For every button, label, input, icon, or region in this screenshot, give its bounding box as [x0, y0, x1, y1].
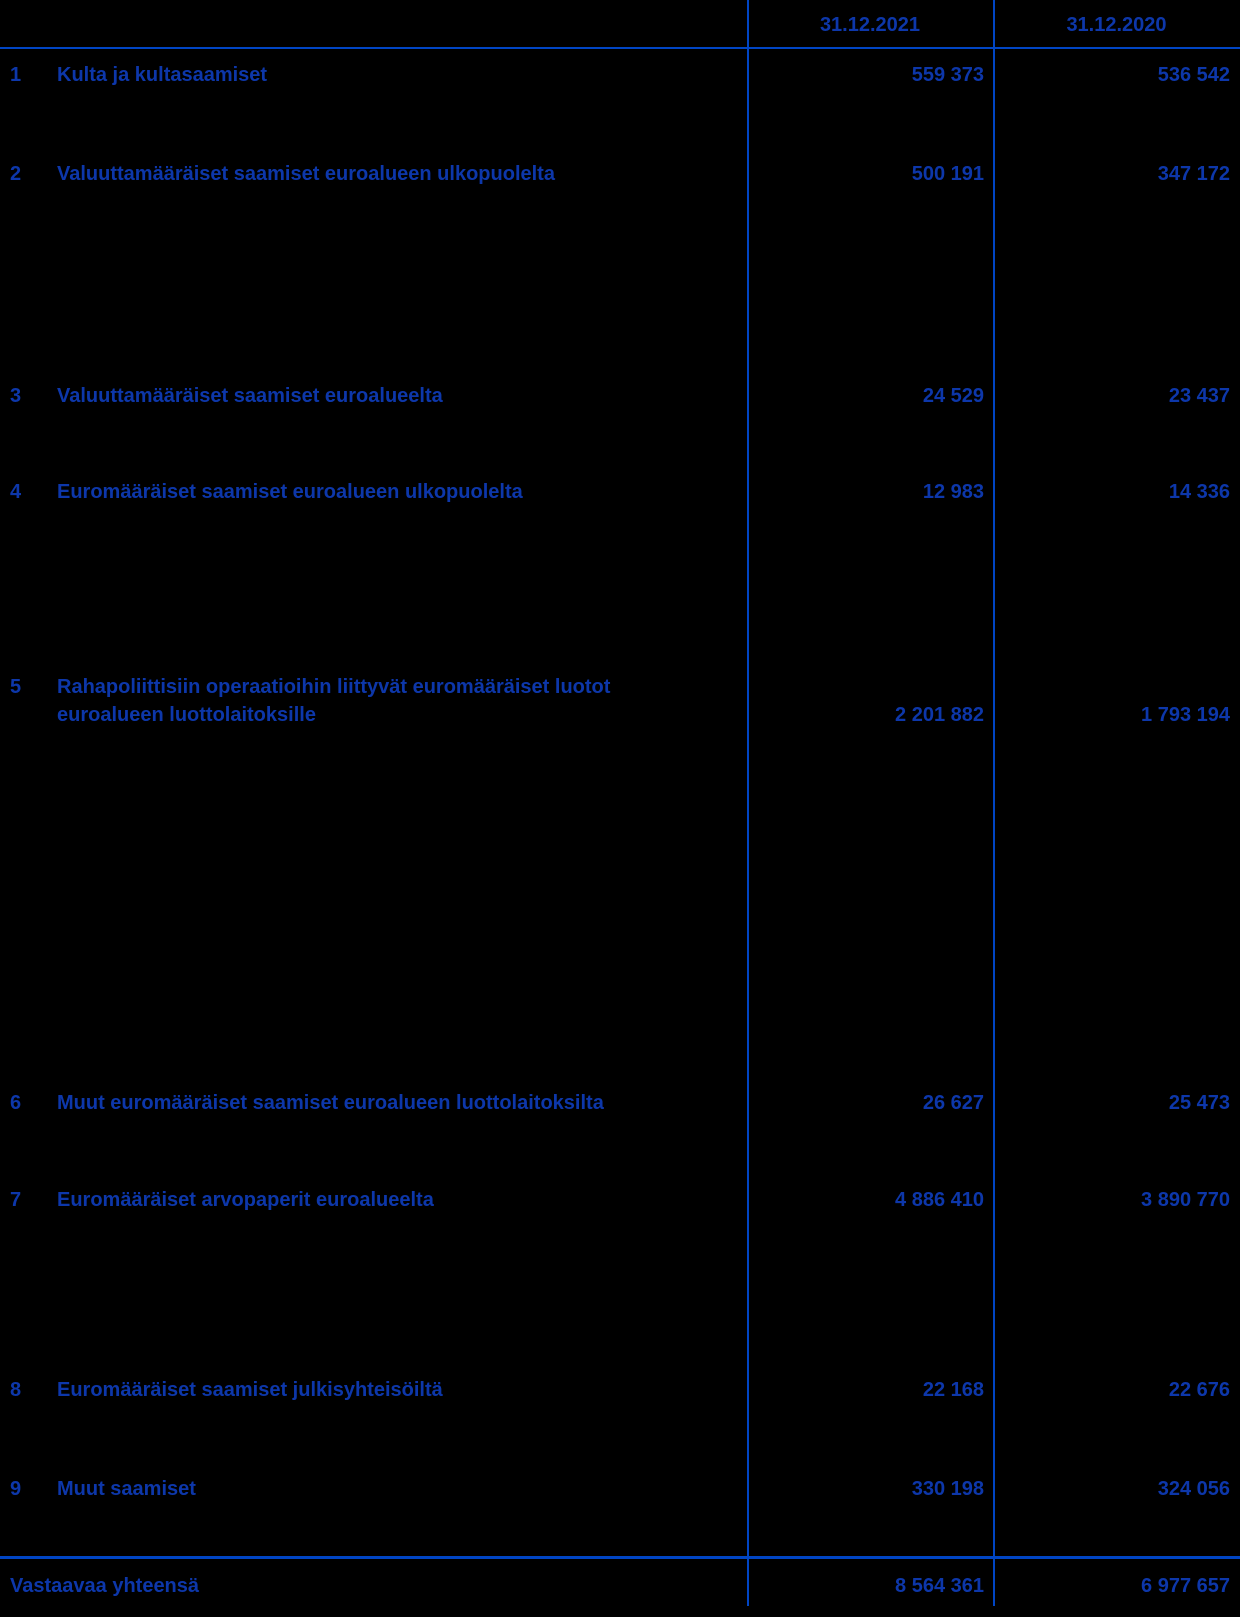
row-value-2021: 22 168 [922, 1379, 984, 1401]
row-label: Euromääräiset saamiset euroalueen ulkopu… [57, 481, 523, 503]
row-value-2021: 500 191 [911, 163, 984, 185]
row-label: Kulta ja kultasaamiset [57, 64, 268, 86]
row-label: Euromääräiset arvopaperit euroalueelta [57, 1189, 434, 1211]
total-separator-line [0, 1556, 1240, 1559]
row-value-2020: 23 437 [1168, 385, 1230, 407]
row-value-2021: 12 983 [922, 481, 984, 503]
row-number: 3 [10, 385, 22, 407]
row-label: Rahapoliittisiin operaatioihin liittyvät… [57, 676, 611, 698]
column-header-2021: 31.12.2021 [819, 14, 921, 36]
row-value-2020: 324 056 [1157, 1478, 1230, 1500]
row-value-2021: 330 198 [911, 1478, 984, 1500]
row-number: 2 [10, 163, 22, 185]
total-label: Vastaavaa yhteensä [10, 1575, 200, 1597]
row-label: Valuuttamääräiset saamiset euroalueelta [57, 385, 443, 407]
row-label: Muut saamiset [57, 1478, 196, 1500]
row-value-2020: 536 542 [1157, 64, 1230, 86]
table-row-3: 3 Valuuttamääräiset saamiset euroalueelt… [0, 383, 1240, 409]
table-row-5: 5 Rahapoliittisiin operaatioihin liittyv… [0, 674, 1240, 726]
row-value-2021: 2 201 882 [895, 704, 984, 726]
table-row-4: 4 Euromääräiset saamiset euroalueen ulko… [0, 479, 1240, 505]
column-header-2020: 31.12.2020 [1066, 14, 1167, 36]
row-label: Euromääräiset saamiset julkisyhteisöiltä [57, 1379, 443, 1401]
row-value-2020: 1 793 194 [1141, 704, 1230, 726]
row-value-2020: 3 890 770 [1141, 1189, 1230, 1211]
table-row-8: 8 Euromääräiset saamiset julkisyhteisöil… [0, 1377, 1240, 1403]
table-row-2: 2 Valuuttamääräiset saamiset euroalueen … [0, 161, 1240, 187]
row-value-2020: 22 676 [1168, 1379, 1230, 1401]
table-header-row: 31.12.2021 31.12.2020 [0, 12, 1240, 38]
row-label: Valuuttamääräiset saamiset euroalueen ul… [57, 163, 555, 185]
column-divider-1 [747, 0, 749, 1606]
row-value-2021: 26 627 [922, 1092, 984, 1114]
table-row-9: 9 Muut saamiset 330 198 324 056 [0, 1476, 1240, 1502]
table-row-1: 1 Kulta ja kultasaamiset 559 373 536 542 [0, 62, 1240, 88]
row-number: 6 [10, 1092, 22, 1114]
row-label: Muut euromääräiset saamiset euroalueen l… [57, 1092, 604, 1114]
row-number: 5 [10, 676, 22, 698]
row-number: 8 [10, 1379, 22, 1401]
row-number: 4 [10, 481, 22, 503]
row-number: 1 [10, 64, 22, 86]
total-value-2020: 6 977 657 [1141, 1575, 1230, 1597]
total-value-2021: 8 564 361 [895, 1575, 984, 1597]
row-value-2020: 347 172 [1157, 163, 1230, 185]
table-total-row: Vastaavaa yhteensä 8 564 361 6 977 657 [0, 1573, 1240, 1599]
row-value-2021: 24 529 [922, 385, 984, 407]
row-value-2020: 14 336 [1168, 481, 1230, 503]
row-number: 7 [10, 1189, 22, 1211]
column-divider-2 [993, 0, 995, 1606]
table-row-7: 7 Euromääräiset arvopaperit euroalueelta… [0, 1187, 1240, 1213]
row-value-2020: 25 473 [1168, 1092, 1230, 1114]
row-label-line2: euroalueen luottolaitoksille [57, 704, 316, 726]
row-value-2021: 4 886 410 [895, 1189, 984, 1211]
header-separator-line [0, 47, 1240, 49]
row-number: 9 [10, 1478, 22, 1500]
table-row-6: 6 Muut euromääräiset saamiset euroalueen… [0, 1090, 1240, 1116]
row-value-2021: 559 373 [911, 64, 984, 86]
